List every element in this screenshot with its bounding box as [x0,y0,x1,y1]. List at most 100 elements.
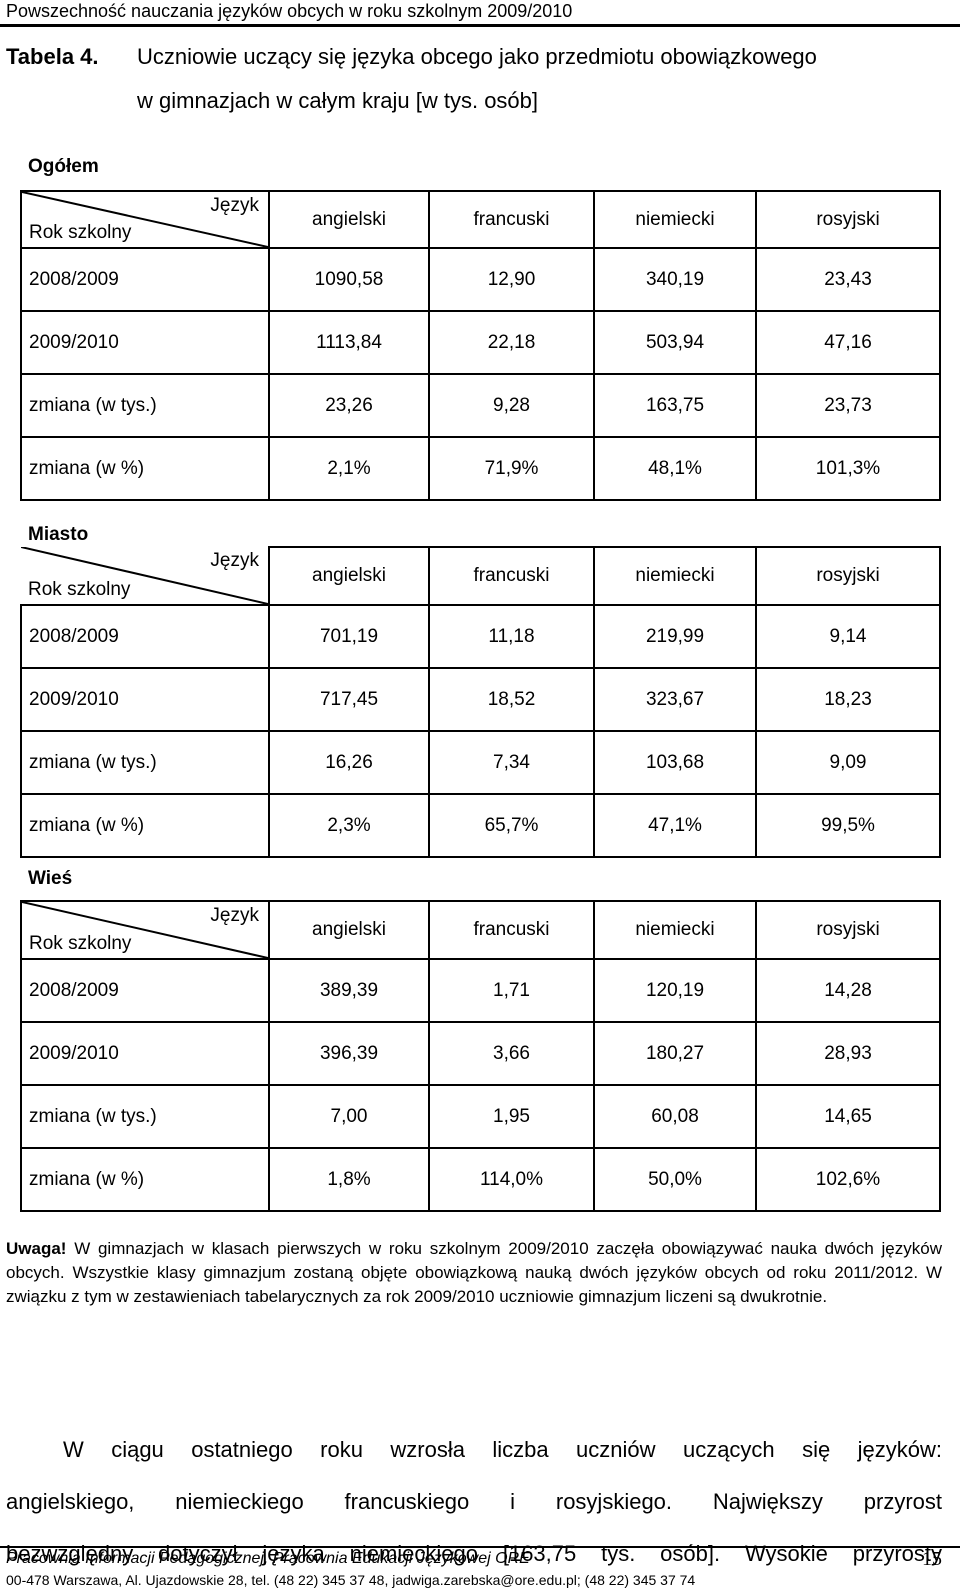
table-row: zmiana (w tys.) 16,26 7,34 103,68 9,09 [20,730,941,795]
table-cell: 23,73 [755,373,941,438]
row-label: zmiana (w %) [20,436,270,501]
table-caption-line-2: w gimnazjach w całym kraju [w tys. osób] [137,88,539,113]
corner-language-label: Język [210,550,259,571]
table-cell: 1113,84 [268,310,430,375]
column-header: francuski [428,546,595,606]
table-caption-label: Tabela 4. [6,44,99,69]
table-cell: 114,0% [428,1147,595,1212]
table-header-row: Język Rok szkolny angielski francuski ni… [21,546,941,606]
table-cell: 16,26 [268,730,430,795]
column-header: rosyjski [755,546,941,606]
note-paragraph: Uwaga! W gimnazjach w klasach pierwszych… [6,1237,942,1309]
row-label: 2009/2010 [20,1021,270,1086]
table-cell: 65,7% [428,793,595,858]
table-row: 2008/2009 389,39 1,71 120,19 14,28 [20,958,941,1023]
corner-year-label: Rok szkolny [28,579,131,600]
table-cell: 340,19 [593,247,757,312]
table-cell: 701,19 [268,604,430,669]
table-cell: 23,43 [755,247,941,312]
diagonal-line [22,902,268,958]
body-line-1: W ciągu ostatniego roku wzrosła liczba u… [63,1437,942,1462]
footer-rule [0,1546,960,1548]
table-cell: 163,75 [593,373,757,438]
table-cell: 1,95 [428,1084,595,1149]
table-cell: 99,5% [755,793,941,858]
table-row: 2008/2009 701,19 11,18 219,99 9,14 [20,604,941,669]
row-label: 2008/2009 [20,247,270,312]
row-label: 2008/2009 [20,958,270,1023]
row-label: 2009/2010 [20,667,270,732]
footer-institution: Pracownia Informacji Pedagogicznej, Prac… [6,1550,530,1567]
column-header: niemiecki [593,900,757,960]
table-cell: 102,6% [755,1147,941,1212]
header-rule [0,24,960,27]
corner-header-cell: Język Rok szkolny [20,900,270,960]
table-cell: 717,45 [268,667,430,732]
table-cell: 503,94 [593,310,757,375]
table-cell: 71,9% [428,436,595,501]
table-cell: 101,3% [755,436,941,501]
table-cell: 12,90 [428,247,595,312]
table-cell: 9,09 [755,730,941,795]
table-cell: 3,66 [428,1021,595,1086]
table-cell: 1,8% [268,1147,430,1212]
table-row: 2009/2010 396,39 3,66 180,27 28,93 [20,1021,941,1086]
column-header: angielski [268,900,430,960]
corner-header-cell: Język Rok szkolny [21,547,269,605]
table-cell: 18,52 [428,667,595,732]
footer-address: 00-478 Warszawa, Al. Ujazdowskie 28, tel… [6,1572,696,1588]
table-cell: 120,19 [593,958,757,1023]
table-cell: 103,68 [593,730,757,795]
corner-year-label: Rok szkolny [29,933,132,954]
table-row: 2009/2010 717,45 18,52 323,67 18,23 [20,667,941,732]
column-header: rosyjski [755,900,941,960]
column-header: niemiecki [593,546,757,606]
table-miasto: Język Rok szkolny angielski francuski ni… [20,546,941,858]
table-row: zmiana (w %) 2,3% 65,7% 47,1% 99,5% [20,793,941,858]
table-cell: 1,71 [428,958,595,1023]
column-header: niemiecki [593,190,757,249]
column-header: angielski [268,190,430,249]
table-cell: 47,16 [755,310,941,375]
table-cell: 219,99 [593,604,757,669]
body-line-3: bezwzględny dotyczył języka niemieckiego… [6,1541,942,1566]
table-row: zmiana (w %) 1,8% 114,0% 50,0% 102,6% [20,1147,941,1212]
row-label: zmiana (w tys.) [20,373,270,438]
row-label: 2009/2010 [20,310,270,375]
row-label: zmiana (w tys.) [20,730,270,795]
row-label: zmiana (w %) [20,793,270,858]
row-label: zmiana (w %) [20,1147,270,1212]
running-header: Powszechność nauczania języków obcych w … [6,1,573,21]
column-header: rosyjski [755,190,941,249]
table-cell: 7,00 [268,1084,430,1149]
section-title-miasto: Miasto [28,524,89,545]
table-cell: 396,39 [268,1021,430,1086]
table-header-row: Język Rok szkolny angielski francuski ni… [20,190,941,249]
table-row: 2009/2010 1113,84 22,18 503,94 47,16 [20,310,941,375]
table-cell: 180,27 [593,1021,757,1086]
table-ogolem: Język Rok szkolny angielski francuski ni… [20,190,941,501]
table-cell: 23,26 [268,373,430,438]
table-cell: 22,18 [428,310,595,375]
table-cell: 60,08 [593,1084,757,1149]
table-caption-line-1: Uczniowie uczący się języka obcego jako … [137,44,817,69]
table-cell: 9,14 [755,604,941,669]
table-cell: 323,67 [593,667,757,732]
table-header-row: Język Rok szkolny angielski francuski ni… [20,900,941,960]
table-cell: 389,39 [268,958,430,1023]
corner-language-label: Język [210,905,259,926]
body-line-2: angielskiego, niemieckiego francuskiego … [6,1489,942,1514]
body-paragraph: W ciągu ostatniego roku wzrosła liczba u… [6,1424,942,1580]
page-number: 15 [922,1548,942,1570]
table-cell: 50,0% [593,1147,757,1212]
row-label: zmiana (w tys.) [20,1084,270,1149]
note-label: Uwaga! [6,1239,67,1258]
table-cell: 9,28 [428,373,595,438]
column-header: francuski [428,900,595,960]
column-header: angielski [268,546,430,606]
diagonal-line [21,547,268,604]
table-cell: 14,65 [755,1084,941,1149]
table-row: zmiana (w %) 2,1% 71,9% 48,1% 101,3% [20,436,941,501]
corner-year-label: Rok szkolny [29,222,132,243]
table-cell: 47,1% [593,793,757,858]
